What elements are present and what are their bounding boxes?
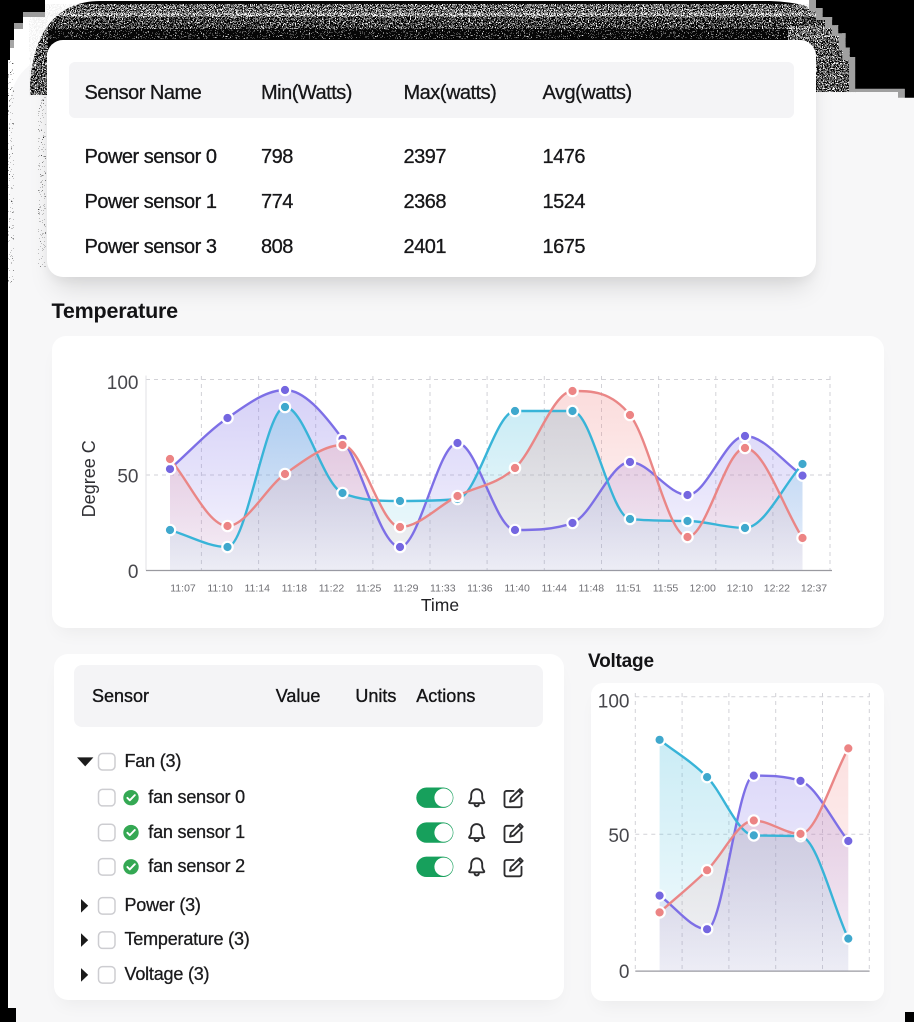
svg-text:11:14: 11:14 <box>244 583 270 595</box>
svg-text:12:37: 12:37 <box>801 583 827 595</box>
svg-text:100: 100 <box>107 373 139 394</box>
svg-text:50: 50 <box>117 466 138 487</box>
svg-text:0: 0 <box>128 562 139 583</box>
svg-text:11:55: 11:55 <box>653 583 679 595</box>
svg-text:11:51: 11:51 <box>616 583 642 595</box>
svg-text:11:25: 11:25 <box>356 583 382 595</box>
svg-text:12:00: 12:00 <box>690 583 716 595</box>
svg-text:11:48: 11:48 <box>579 583 605 595</box>
svg-text:11:10: 11:10 <box>207 583 233 595</box>
svg-text:11:33: 11:33 <box>430 583 456 595</box>
svg-text:Degree C: Degree C <box>79 440 99 517</box>
svg-text:Time: Time <box>421 595 459 615</box>
svg-text:11:44: 11:44 <box>541 583 567 595</box>
svg-text:12:22: 12:22 <box>764 583 790 595</box>
svg-text:11:40: 11:40 <box>504 583 530 595</box>
svg-text:11:18: 11:18 <box>282 583 308 595</box>
svg-text:11:22: 11:22 <box>319 583 345 595</box>
svg-text:11:07: 11:07 <box>170 583 196 595</box>
svg-text:100: 100 <box>598 691 630 712</box>
svg-text:0: 0 <box>619 962 630 983</box>
svg-text:12:10: 12:10 <box>727 583 753 595</box>
svg-text:11:36: 11:36 <box>467 583 493 595</box>
svg-text:50: 50 <box>608 826 629 847</box>
svg-text:11:29: 11:29 <box>393 583 419 595</box>
